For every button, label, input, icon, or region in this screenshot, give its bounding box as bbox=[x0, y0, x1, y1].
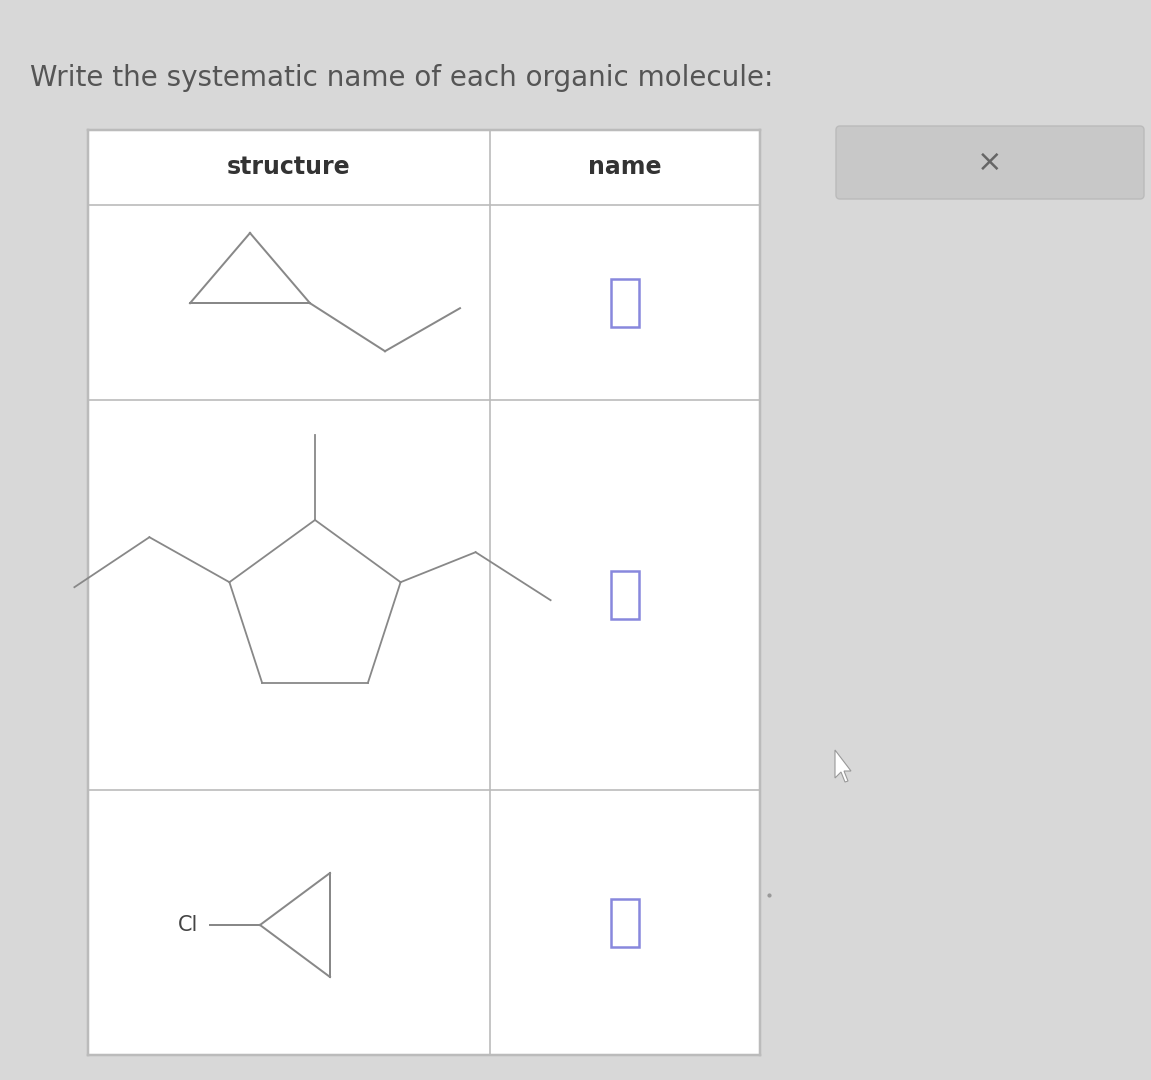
Text: name: name bbox=[588, 156, 662, 179]
Text: Write the systematic name of each organic molecule:: Write the systematic name of each organi… bbox=[30, 64, 773, 92]
Text: Cl: Cl bbox=[177, 915, 198, 935]
FancyBboxPatch shape bbox=[836, 126, 1144, 199]
Bar bbox=[87, 130, 760, 1055]
Bar bbox=[611, 899, 639, 946]
Bar bbox=[611, 279, 639, 326]
Polygon shape bbox=[834, 750, 851, 782]
Text: structure: structure bbox=[227, 156, 351, 179]
Text: ×: × bbox=[977, 148, 1003, 177]
Bar bbox=[611, 571, 639, 619]
